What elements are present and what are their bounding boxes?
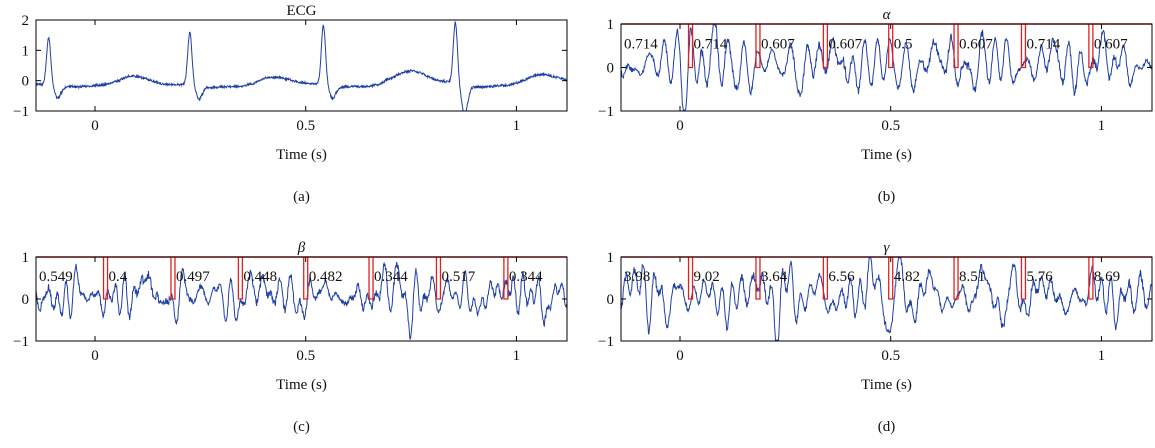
- panel-c-xtick-label-2: 1: [513, 348, 521, 364]
- panel-d-segment-value-0: 3.98: [624, 269, 650, 285]
- panel-b-ytick-label-1: 0: [607, 61, 615, 77]
- panel-b-segment-value-7: 0.607: [1094, 37, 1128, 53]
- panel-a-axes-frame: [35, 19, 568, 112]
- panel-c-signal-line: [36, 261, 567, 341]
- panel-b-segment-boundary-0: [687, 24, 694, 69]
- panel-c-xtick-label-0: 0: [91, 348, 99, 364]
- panel-c-segment-boundary-4: [368, 257, 374, 300]
- panel-b-xtick-label-1: 0.5: [881, 118, 900, 134]
- panel-c-segment-boundary-6: [503, 257, 509, 300]
- panel-b-segment-boundary-1: [755, 24, 761, 69]
- panel-a-xtick-label-1: 0.5: [296, 118, 315, 134]
- panel-c-segment-boundary-3: [303, 257, 309, 300]
- panel-c-ytick-label-0: −1: [13, 334, 29, 350]
- panel-c-title: β: [297, 240, 306, 256]
- panel-c-segment-boundary-0: [102, 257, 109, 300]
- panel-b-segment-boundary-4: [953, 24, 959, 69]
- panel-c-xtick-label-1: 0.5: [296, 348, 315, 364]
- panel-d-segment-boundary-6: [1088, 257, 1094, 300]
- panel-c-label: (c): [293, 419, 310, 435]
- panel-d-segment-value-7: 8.69: [1094, 269, 1120, 285]
- panel-b: α Time (s) (b) 0.714 0.714 0.607 0.607 0.5 0.…: [598, 7, 1153, 205]
- panel-b-ytick-label-0: −1: [598, 104, 614, 120]
- panel-b-xlabel: Time (s): [861, 147, 912, 163]
- panel-b-segment-value-5: 0.607: [959, 37, 993, 53]
- panel-b-segment-value-2: 0.607: [761, 37, 795, 53]
- panel-c-xlabel: Time (s): [276, 377, 327, 393]
- panel-d-segment-boundary-4: [953, 257, 959, 300]
- panel-c-segment-boundary-1: [170, 257, 176, 300]
- panel-b-ytick-label-2: 1: [607, 17, 615, 33]
- panel-d-xtick-label-2: 1: [1098, 348, 1106, 364]
- panel-d-label: (d): [878, 419, 896, 435]
- panel-d-segment-boundary-2: [822, 257, 829, 300]
- panel-b-segment-value-3: 0.607: [828, 37, 862, 53]
- panel-d-xtick-label-0: 0: [676, 348, 684, 364]
- panel-a-ytick-label-3: 2: [22, 13, 30, 29]
- panel-c-segment-value-1: 0.4: [109, 269, 128, 285]
- panel-c: β Time (s) (c) 0.549 0.4 0.497 0.448 0.482 0.…: [13, 240, 568, 435]
- panel-c-segment-value-5: 0.344: [374, 269, 408, 285]
- panel-c-segment-value-3: 0.448: [243, 269, 277, 285]
- panel-b-segment-value-0: 0.714: [624, 37, 658, 53]
- panel-d-xlabel: Time (s): [861, 377, 912, 393]
- panel-d: γ Time (s) (d) 3.98 9.02 3.64 6.56 4.82 8.51 5…: [598, 240, 1153, 435]
- panel-d-segment-boundary-1: [755, 257, 761, 300]
- panel-b-segment-value-4: 0.5: [894, 37, 913, 53]
- panel-b-segment-boundary-3: [888, 24, 894, 69]
- panel-b-signal-line: [621, 24, 1152, 111]
- panel-b-xtick-label-2: 1: [1098, 118, 1106, 134]
- panel-d-signal-line: [621, 257, 1152, 341]
- panel-d-segment-value-1: 9.02: [694, 269, 720, 285]
- panel-b-segment-value-1: 0.714: [694, 37, 728, 53]
- panel-c-segment-value-0: 0.549: [39, 269, 73, 285]
- panel-c-segment-boundary-2: [237, 257, 244, 300]
- panel-b-xtick-label-0: 0: [676, 118, 684, 134]
- panel-d-segment-value-6: 5.76: [1026, 269, 1053, 285]
- panel-a-xlabel: Time (s): [276, 147, 327, 163]
- panel-c-segment-value-4: 0.482: [309, 269, 343, 285]
- panel-a: ECG Time (s) (a) 0 0.5 1 −1 0 1 2: [13, 3, 568, 205]
- panel-a-ytick-label-0: −1: [13, 104, 29, 120]
- panel-c-ytick-label-1: 0: [22, 292, 30, 308]
- panel-d-segment-value-3: 6.56: [828, 269, 855, 285]
- panel-b-title: α: [883, 7, 892, 23]
- panel-d-ytick-label-0: −1: [598, 334, 614, 350]
- panel-d-segment-boundary-3: [888, 257, 894, 300]
- panel-b-segment-boundary-6: [1088, 24, 1094, 69]
- panel-c-segment-boundary-5: [435, 257, 442, 300]
- panel-a-signal-line: [36, 20, 567, 111]
- panel-a-xtick-label-2: 1: [513, 118, 521, 134]
- panel-c-segment-value-2: 0.497: [176, 269, 210, 285]
- panel-a-ytick-label-1: 0: [22, 74, 30, 90]
- panel-c-ytick-label-2: 1: [22, 250, 30, 266]
- panel-d-segment-boundary-5: [1020, 257, 1027, 300]
- panel-d-title: γ: [884, 240, 891, 256]
- panel-d-segment-value-2: 3.64: [761, 269, 788, 285]
- panel-b-label: (b): [878, 189, 896, 205]
- panel-d-ytick-label-1: 0: [607, 292, 615, 308]
- panel-d-segment-boundary-0: [687, 257, 694, 300]
- panel-d-segment-value-4: 4.82: [894, 269, 920, 285]
- panel-a-xtick-label-0: 0: [91, 118, 99, 134]
- panel-a-title: ECG: [287, 3, 317, 19]
- panel-b-segment-boundary-5: [1020, 24, 1027, 69]
- panel-c-segment-value-7: 0.344: [509, 269, 543, 285]
- panel-a-label: (a): [293, 189, 310, 205]
- panel-c-segment-value-6: 0.517: [441, 269, 475, 285]
- panel-b-segment-boundary-2: [822, 24, 829, 69]
- panel-b-segment-value-6: 0.714: [1026, 37, 1060, 53]
- panel-d-xtick-label-1: 0.5: [881, 348, 900, 364]
- panel-a-ytick-label-2: 1: [22, 43, 30, 59]
- panel-d-ytick-label-2: 1: [607, 250, 615, 266]
- panel-d-segment-value-5: 8.51: [959, 269, 985, 285]
